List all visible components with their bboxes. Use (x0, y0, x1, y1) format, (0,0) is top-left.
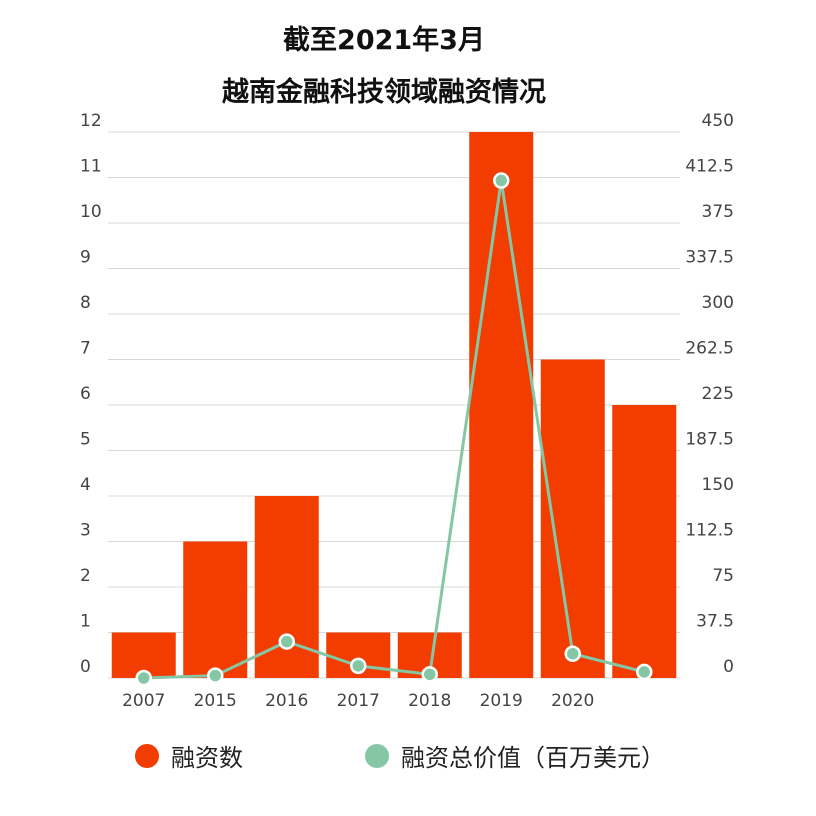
y-left-tick-label: 3 (80, 521, 91, 541)
y-right-tick-label: 150 (702, 475, 734, 495)
bar (183, 541, 248, 678)
bar (612, 405, 677, 678)
legend-item-line: 融资总价值（百万美元） (365, 738, 665, 773)
x-tick-label: 2017 (337, 691, 380, 711)
legend-swatch-line (365, 743, 389, 768)
y-left-tick-label: 9 (80, 248, 91, 268)
y-left-tick-label: 11 (80, 157, 102, 177)
y-right-tick-label: 450 (702, 111, 734, 131)
x-tick-label: 2007 (122, 691, 165, 711)
y-left-tick-label: 5 (80, 430, 91, 450)
line-point (350, 657, 367, 675)
y-left-tick-label: 0 (80, 657, 91, 677)
y-left-tick-label: 8 (80, 293, 91, 313)
x-tick-label: 2019 (480, 691, 523, 711)
line-point (564, 645, 581, 662)
bar (540, 359, 605, 678)
y-right-tick-label: 225 (702, 384, 734, 404)
legend-item-bar: 融资数 (135, 738, 243, 773)
bar (469, 132, 534, 678)
y-right-tick-label: 375 (702, 202, 734, 222)
y-left-tick-label: 1 (80, 612, 91, 632)
line-point (421, 666, 438, 683)
line-point (135, 669, 152, 687)
y-left-tick-label: 10 (80, 202, 102, 222)
y-left-tick-label: 2 (80, 566, 91, 586)
x-tick-label: 2015 (194, 691, 237, 711)
x-tick-label: 2018 (408, 691, 451, 711)
y-right-tick-label: 262.5 (685, 339, 734, 359)
line-series (143, 180, 645, 680)
line-point (278, 633, 295, 650)
y-right-tick-label: 337.5 (685, 248, 734, 268)
chart-title: 截至2021年3月 (283, 25, 485, 56)
y-left-tick-label: 6 (80, 384, 91, 404)
chart-subtitle: 越南金融科技领域融资情况 (222, 77, 546, 108)
y-right-tick-label: 75 (712, 566, 734, 586)
y-right-tick-label: 37.5 (696, 612, 734, 632)
line-point (493, 172, 510, 189)
y-left-tick-label: 7 (80, 339, 91, 359)
y-right-tick-label: 300 (702, 293, 734, 313)
legend-label-bar: 融资数 (171, 744, 243, 772)
y-left-tick-label: 4 (80, 475, 91, 495)
x-tick-label: 2016 (265, 691, 308, 711)
y-right-tick-label: 187.5 (685, 430, 734, 450)
legend-swatch-bar (135, 743, 159, 768)
y-right-tick-label: 412.5 (685, 157, 734, 177)
y-left-tick-label: 12 (80, 111, 102, 131)
legend-label-line: 融资总价值（百万美元） (401, 744, 665, 772)
y-right-tick-label: 112.5 (685, 521, 734, 541)
x-tick-label: 2020 (551, 691, 594, 711)
line-point (207, 667, 224, 684)
line-point (636, 663, 653, 681)
y-right-tick-label: 0 (723, 657, 734, 677)
